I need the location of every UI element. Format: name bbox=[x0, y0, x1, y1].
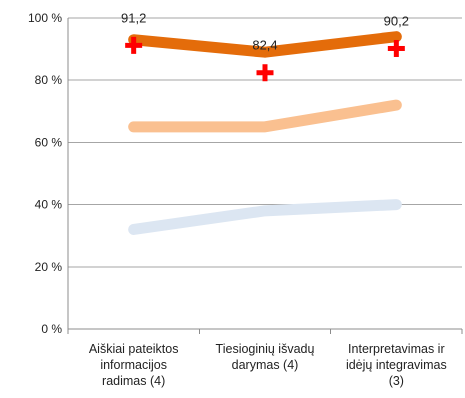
y-tick-label: 60 % bbox=[35, 135, 63, 149]
y-tick-label: 80 % bbox=[35, 73, 63, 87]
y-tick-label: 100 % bbox=[28, 11, 62, 25]
cross-marker-v bbox=[262, 64, 268, 82]
y-tick-label: 0 % bbox=[41, 322, 62, 336]
series-line-2 bbox=[128, 99, 402, 133]
data-label: 90,2 bbox=[384, 13, 409, 28]
cross-marker-v bbox=[393, 39, 399, 57]
x-tick-label: Interpretavimas ir idėjų integravimas (3) bbox=[346, 342, 447, 388]
series-line-1 bbox=[128, 31, 402, 58]
data-label: 82,4 bbox=[252, 38, 277, 53]
y-tick-label: 20 % bbox=[35, 260, 63, 274]
y-tick-label: 40 % bbox=[35, 198, 63, 212]
data-label: 91,2 bbox=[121, 10, 146, 25]
x-tick-label: Aiškiai pateiktos informacijos radimas (4) bbox=[89, 342, 179, 388]
cross-marker-v bbox=[131, 36, 137, 54]
x-tick-label: Tiesioginių išvadų darymas (4) bbox=[216, 342, 315, 372]
series-line-3 bbox=[128, 199, 402, 235]
